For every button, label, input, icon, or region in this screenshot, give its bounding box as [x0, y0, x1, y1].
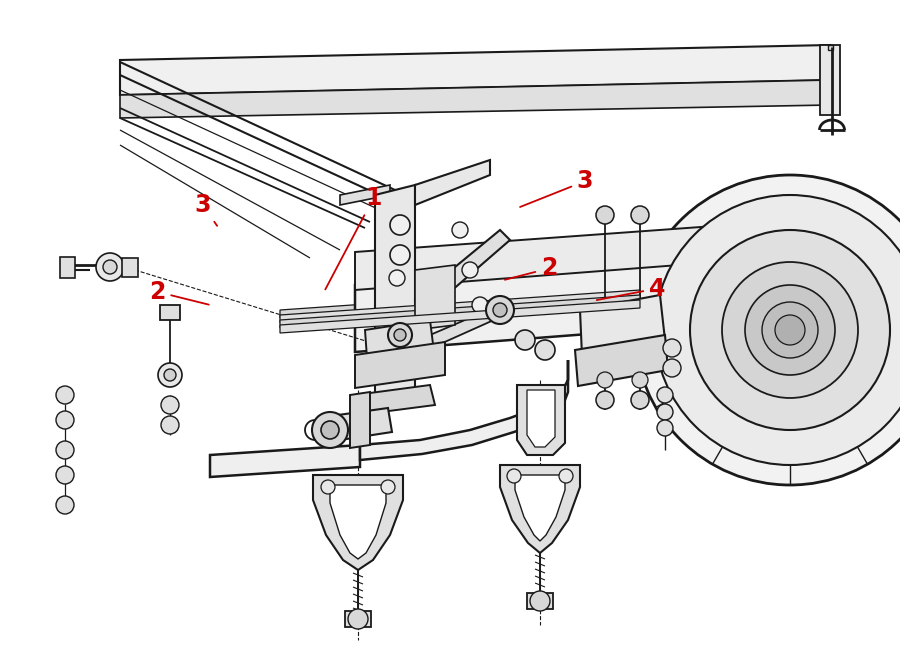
Circle shape	[164, 369, 176, 381]
Polygon shape	[350, 392, 370, 448]
Circle shape	[390, 245, 410, 265]
Polygon shape	[515, 475, 565, 541]
Polygon shape	[415, 160, 490, 205]
Circle shape	[96, 253, 124, 281]
Circle shape	[390, 215, 410, 235]
Polygon shape	[517, 385, 565, 455]
Circle shape	[722, 262, 858, 398]
Circle shape	[657, 404, 673, 420]
Circle shape	[631, 391, 649, 409]
Polygon shape	[415, 230, 510, 318]
Polygon shape	[828, 45, 833, 50]
Circle shape	[462, 262, 478, 278]
Text: 4: 4	[597, 276, 665, 301]
Circle shape	[103, 260, 117, 274]
Polygon shape	[280, 295, 640, 328]
Circle shape	[655, 195, 900, 465]
Polygon shape	[355, 222, 770, 290]
Circle shape	[389, 270, 405, 286]
Circle shape	[596, 391, 614, 409]
Polygon shape	[375, 185, 415, 410]
Polygon shape	[527, 390, 555, 447]
Polygon shape	[122, 258, 138, 277]
Circle shape	[663, 339, 681, 357]
Polygon shape	[355, 342, 445, 388]
Circle shape	[663, 359, 681, 377]
Circle shape	[56, 411, 74, 429]
Text: 3: 3	[520, 169, 593, 207]
Circle shape	[775, 315, 805, 345]
Polygon shape	[395, 305, 505, 362]
Circle shape	[161, 416, 179, 434]
Circle shape	[56, 441, 74, 459]
Circle shape	[690, 230, 890, 430]
Circle shape	[394, 329, 406, 341]
Circle shape	[493, 303, 507, 317]
Polygon shape	[355, 385, 435, 415]
Circle shape	[745, 285, 835, 375]
Circle shape	[530, 591, 550, 611]
Text: 1: 1	[325, 186, 382, 289]
Circle shape	[507, 469, 521, 483]
Polygon shape	[575, 335, 668, 386]
Polygon shape	[60, 257, 75, 278]
Polygon shape	[355, 255, 770, 352]
Circle shape	[632, 372, 648, 388]
Polygon shape	[120, 45, 830, 95]
Polygon shape	[365, 320, 435, 372]
Polygon shape	[338, 408, 392, 440]
Circle shape	[158, 363, 182, 387]
Text: 3: 3	[194, 193, 217, 226]
Polygon shape	[313, 475, 403, 570]
Polygon shape	[820, 45, 840, 115]
Circle shape	[515, 330, 535, 350]
Circle shape	[762, 302, 818, 358]
Circle shape	[321, 480, 335, 494]
Polygon shape	[360, 360, 568, 460]
Text: 2: 2	[149, 280, 209, 305]
Circle shape	[381, 480, 395, 494]
Text: 2: 2	[505, 256, 557, 280]
Polygon shape	[340, 185, 390, 205]
Polygon shape	[415, 265, 455, 330]
Circle shape	[559, 469, 573, 483]
Circle shape	[657, 420, 673, 436]
Circle shape	[348, 609, 368, 629]
Polygon shape	[330, 485, 386, 559]
Circle shape	[596, 206, 614, 224]
Circle shape	[388, 323, 412, 347]
Polygon shape	[315, 420, 342, 440]
Circle shape	[472, 297, 488, 313]
Circle shape	[486, 296, 514, 324]
Polygon shape	[160, 305, 180, 320]
Circle shape	[657, 387, 673, 403]
Circle shape	[597, 372, 613, 388]
Polygon shape	[345, 611, 371, 627]
Circle shape	[312, 412, 348, 448]
Circle shape	[161, 396, 179, 414]
Polygon shape	[527, 593, 553, 609]
Circle shape	[631, 206, 649, 224]
Circle shape	[635, 175, 900, 485]
Polygon shape	[280, 300, 640, 333]
Polygon shape	[120, 80, 830, 118]
Polygon shape	[210, 445, 360, 477]
Polygon shape	[280, 285, 640, 318]
Polygon shape	[280, 290, 640, 323]
Circle shape	[321, 421, 339, 439]
Polygon shape	[500, 465, 580, 553]
Circle shape	[452, 222, 468, 238]
Circle shape	[56, 496, 74, 514]
Circle shape	[535, 340, 555, 360]
Polygon shape	[580, 295, 665, 356]
Circle shape	[56, 466, 74, 484]
Circle shape	[56, 386, 74, 404]
